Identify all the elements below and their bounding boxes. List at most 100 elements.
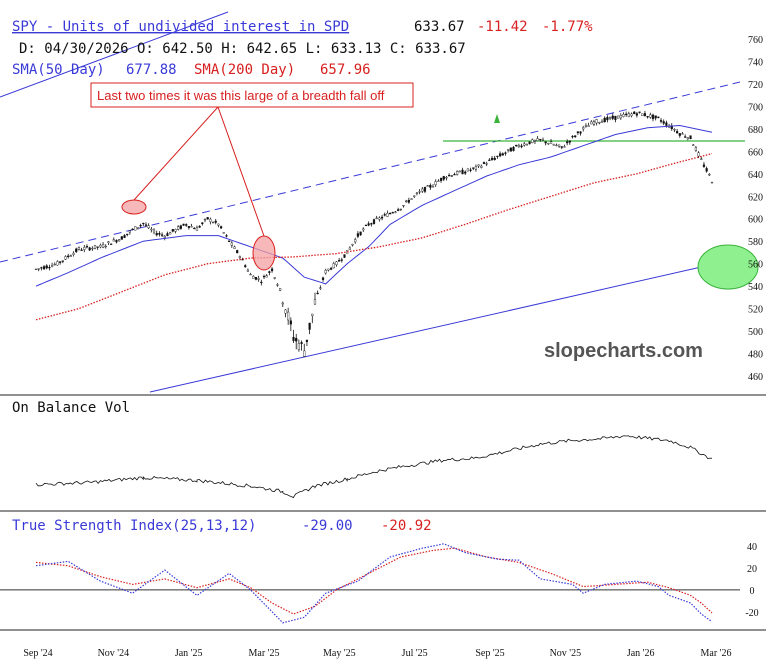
candle-body (295, 338, 298, 342)
candle-body (287, 311, 290, 321)
candle-body (493, 157, 496, 160)
candle-body (509, 147, 512, 152)
candle-body (472, 167, 475, 169)
candle-body (625, 113, 628, 115)
price-y-tick: 540 (748, 282, 763, 293)
candle-body (338, 260, 341, 262)
candle-body (490, 157, 494, 160)
candle-body (64, 256, 67, 260)
candle-body (458, 170, 461, 173)
candle-body (222, 232, 225, 234)
candle-body (375, 217, 378, 219)
candle-body (359, 231, 362, 236)
candle-body (50, 265, 54, 267)
candle-body (75, 248, 78, 252)
candle-body (195, 227, 199, 231)
candle-body (319, 287, 322, 289)
candle-body (504, 152, 507, 154)
last-price: 633.67 (414, 19, 465, 35)
candle-body (155, 233, 158, 236)
candle-body (611, 115, 614, 119)
candle-body (429, 184, 432, 188)
candle-body (252, 276, 255, 279)
candle-body (423, 186, 427, 192)
x-tick-label: Jul '25 (402, 648, 428, 659)
candle-body (469, 169, 472, 171)
candle-body (321, 277, 325, 280)
candle-body (434, 181, 437, 185)
candle-body (77, 247, 81, 250)
candle-body (681, 133, 684, 135)
obv-panel (35, 435, 713, 499)
change-percent: -1.77% (542, 19, 593, 35)
candle-body (126, 233, 129, 235)
candle-body (289, 320, 292, 325)
candle-body (246, 269, 250, 272)
candle-body (512, 147, 515, 151)
candle-body (270, 268, 274, 272)
candle-body (405, 200, 408, 202)
candle-body (249, 273, 252, 276)
candle-body (136, 227, 140, 229)
price-y-tick: 760 (748, 35, 763, 46)
candle-body (557, 144, 561, 147)
annotation-arrow-2 (217, 106, 265, 237)
candle-body (689, 135, 692, 140)
annotation-arrow-1 (133, 106, 219, 201)
price-y-tick: 500 (748, 327, 763, 338)
breadth-highlight-2 (252, 235, 276, 271)
candle-body (539, 138, 542, 141)
candle-body (418, 191, 421, 193)
candle-body (638, 111, 641, 113)
axis-labels: 460 480 500 520 540 560 580 600 620 640 660 680 700 7… (23, 35, 763, 659)
candle-body (579, 131, 582, 134)
candle-body (193, 227, 196, 230)
candle-body (608, 117, 612, 119)
candle-body (552, 144, 555, 146)
candle-body (123, 235, 126, 238)
candle-body (45, 265, 48, 269)
tsi-label: True Strength Index(25,13,12) (12, 518, 256, 534)
candle-body (694, 147, 698, 151)
candle-body (329, 267, 333, 270)
candle-body (474, 166, 478, 170)
x-tick-label: Jan '26 (627, 648, 655, 659)
candle-body (464, 171, 467, 174)
candle-body (42, 266, 46, 270)
candle-body (308, 322, 311, 330)
tsi-signal-line (35, 547, 713, 615)
candle-body (142, 222, 145, 225)
price-panel (34, 110, 714, 358)
sma50-label: SMA(50 Day) (12, 62, 105, 78)
x-tick-label: Nov '24 (98, 648, 130, 659)
candle-body (163, 235, 166, 238)
candle-body (297, 343, 300, 350)
candle-body (402, 205, 405, 207)
candle-body (439, 177, 443, 181)
annotation-text: Last two times it was this large of a br… (97, 88, 385, 103)
sma50-value: 677.88 (126, 62, 177, 78)
candle-body (488, 159, 491, 161)
candle-body (407, 199, 410, 203)
candle-body (702, 164, 706, 167)
candle-body (233, 246, 236, 249)
candle-body (61, 260, 64, 262)
candle-body (370, 223, 373, 225)
candle-body (603, 117, 606, 123)
candle-body (340, 259, 343, 261)
candle-body (485, 163, 488, 165)
candle-body (627, 113, 630, 117)
sma50-line (35, 124, 713, 287)
candle-body (383, 214, 386, 216)
candle-body (273, 277, 276, 279)
candle-body (705, 168, 708, 172)
candle-body (190, 226, 193, 228)
candle-body (582, 127, 585, 130)
candle-body (533, 140, 537, 142)
candle-body (206, 217, 209, 220)
tsi-line (35, 543, 713, 624)
candle-body (362, 228, 365, 231)
candle-body (265, 275, 268, 278)
candle-body (386, 213, 389, 217)
